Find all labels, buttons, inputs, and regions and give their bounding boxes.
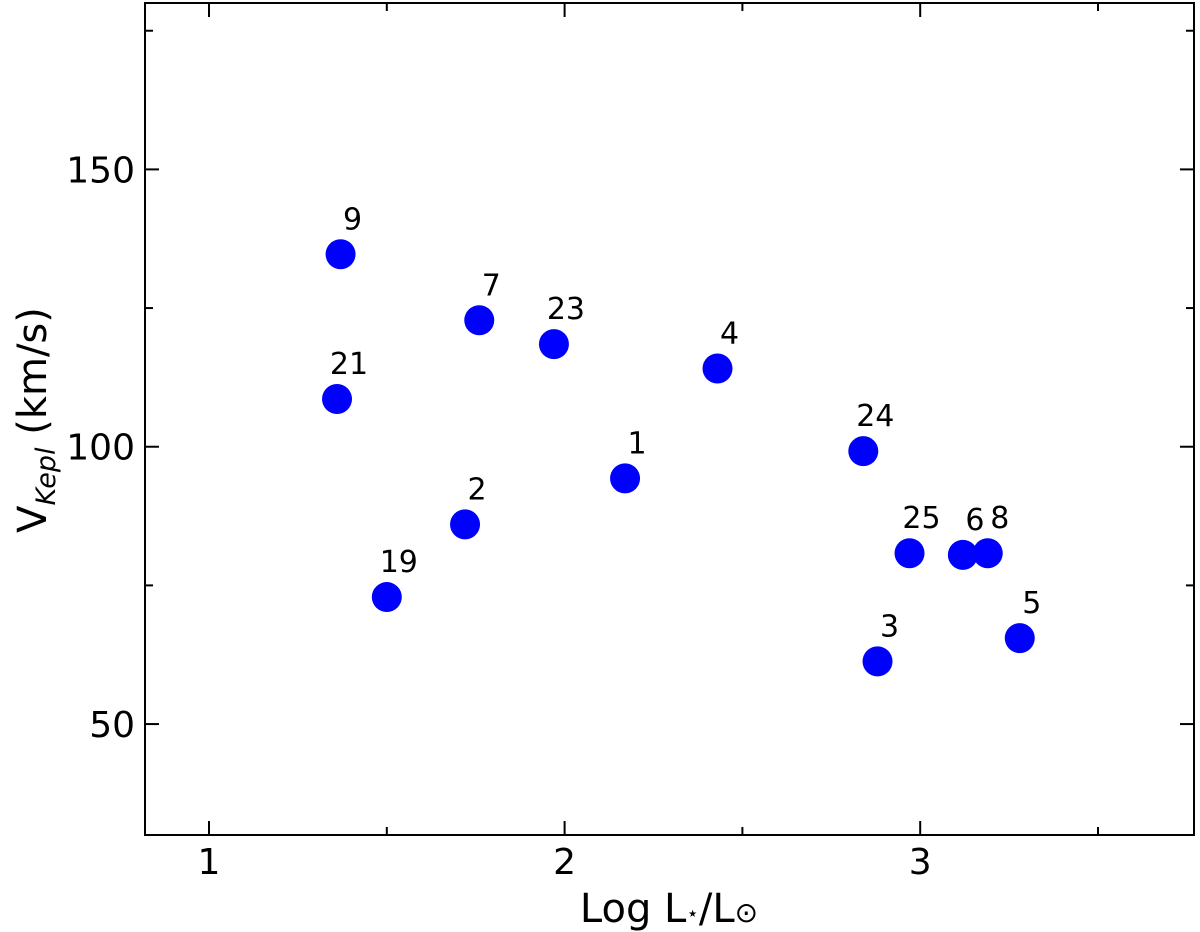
- x-axis-title-star: ⋆: [686, 901, 699, 925]
- axis-ticks: [145, 3, 1194, 835]
- y-axis-title-main: V: [10, 505, 56, 533]
- y-axis-title-subscript: Kepl: [31, 447, 62, 505]
- data-point-label-6: 6: [965, 503, 984, 538]
- data-point-21: [322, 384, 353, 415]
- x-axis-title: Log L⋆/L⊙: [580, 886, 758, 932]
- x-tick-label: 3: [909, 842, 932, 883]
- x-tick-label: 2: [553, 842, 576, 883]
- data-point-label-3: 3: [880, 609, 899, 644]
- data-point-3: [862, 646, 893, 677]
- plot-frame: [144, 2, 1195, 836]
- y-tick-label: 50: [89, 705, 135, 746]
- data-point-label-1: 1: [628, 426, 647, 461]
- x-axis-title-sun: ⊙: [735, 896, 758, 929]
- data-points: 9 21 7 23 2 19 1 4 24 25 6 8 3 5: [322, 202, 1041, 677]
- data-point-2: [450, 509, 481, 540]
- data-point-25: [894, 538, 925, 569]
- x-tick-label: 1: [198, 842, 221, 883]
- data-point-label-7: 7: [482, 268, 501, 303]
- data-point-label-25: 25: [902, 501, 940, 536]
- data-point-label-2: 2: [467, 472, 486, 507]
- x-axis-title-main: Log L: [580, 886, 687, 932]
- y-axis-title-unit: (km/s): [10, 307, 56, 447]
- data-point-label-5: 5: [1022, 586, 1041, 621]
- data-point-24: [848, 436, 879, 467]
- data-point-1: [610, 463, 641, 494]
- y-tick-label: 150: [66, 150, 135, 191]
- data-point-23: [538, 329, 569, 360]
- y-axis-title: VKepl (km/s): [10, 307, 62, 533]
- data-point-6: [947, 539, 978, 570]
- data-point-label-19: 19: [380, 545, 418, 580]
- data-point-label-24: 24: [856, 399, 894, 434]
- data-point-8: [972, 538, 1003, 569]
- data-point-19: [371, 582, 402, 613]
- data-point-4: [702, 353, 733, 384]
- data-point-5: [1004, 623, 1035, 654]
- data-point-9: [325, 239, 356, 270]
- x-axis-title-sep: /L: [699, 886, 735, 932]
- data-point-label-9: 9: [343, 202, 362, 237]
- data-point-7: [464, 305, 495, 336]
- data-point-label-4: 4: [720, 317, 739, 352]
- data-point-label-8: 8: [990, 501, 1009, 536]
- y-tick-label: 100: [66, 428, 135, 469]
- data-point-label-21: 21: [330, 347, 368, 382]
- data-point-label-23: 23: [547, 292, 585, 327]
